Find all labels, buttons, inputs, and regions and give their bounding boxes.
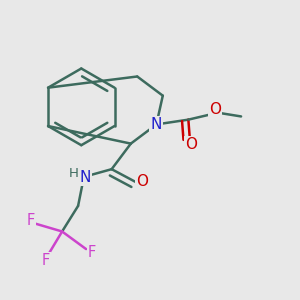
Text: F: F: [27, 213, 35, 228]
Text: F: F: [88, 245, 96, 260]
Text: F: F: [42, 253, 50, 268]
Text: O: O: [136, 174, 148, 189]
Text: H: H: [69, 167, 79, 181]
Text: O: O: [185, 137, 197, 152]
Text: O: O: [209, 102, 221, 117]
Text: N: N: [80, 170, 91, 185]
Text: N: N: [151, 117, 162, 132]
